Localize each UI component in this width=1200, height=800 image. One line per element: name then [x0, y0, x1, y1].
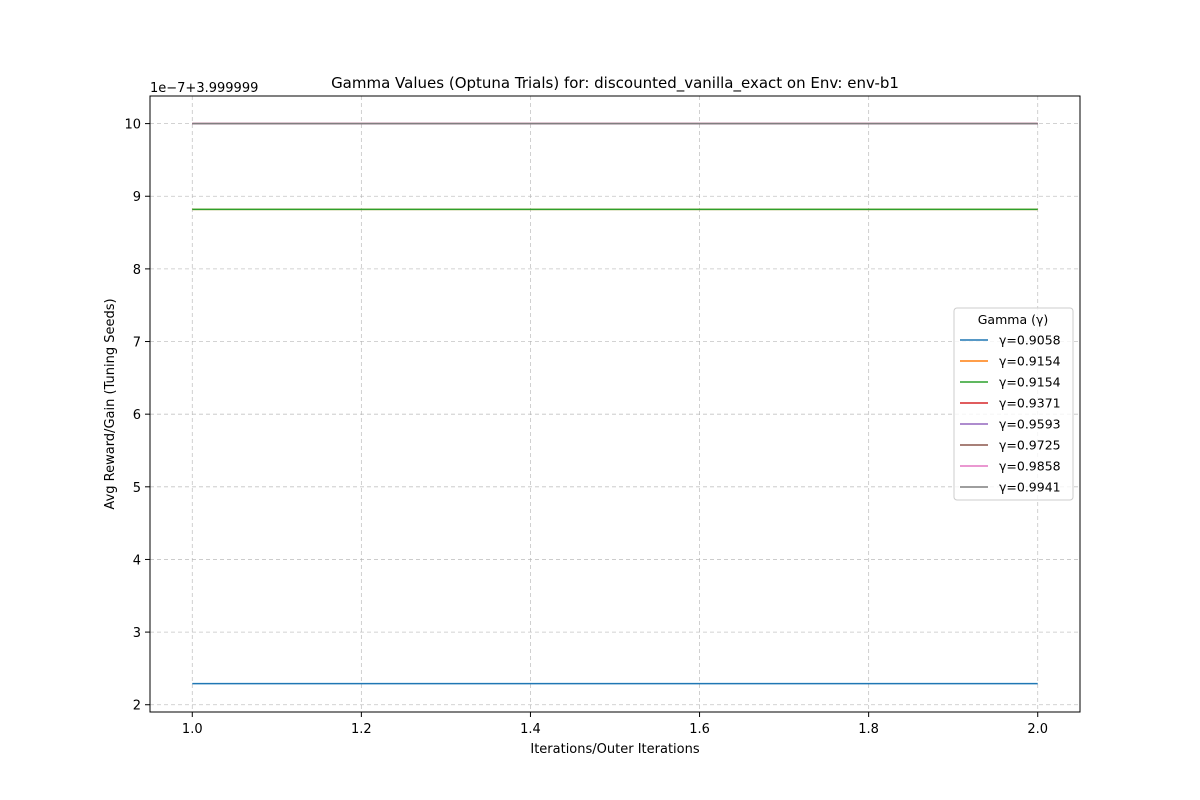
legend-entry-label: γ=0.9858 — [999, 459, 1061, 474]
y-tick-label: 10 — [124, 118, 141, 133]
legend-entry-label: γ=0.9593 — [999, 417, 1061, 432]
legend: Gamma (γ) γ=0.9058 γ=0.9154 γ=0.9154 γ=0.93… — [953, 307, 1074, 501]
legend-title: Gamma (γ) — [978, 312, 1048, 327]
legend-entry-label: γ=0.9725 — [999, 438, 1061, 453]
y-axis-label: Avg Reward/Gain (Tuning Seeds) — [103, 298, 118, 509]
x-tick-label: 1.4 — [520, 722, 541, 737]
legend-entry-label: γ=0.9154 — [999, 354, 1061, 369]
x-axis-label: Iterations/Outer Iterations — [530, 742, 699, 757]
legend-box — [953, 307, 1074, 501]
chart-title: Gamma Values (Optuna Trials) for: discou… — [331, 74, 899, 93]
series-lines — [192, 122, 1038, 685]
x-tick-label: 1.8 — [858, 722, 879, 737]
y-tick-label: 5 — [133, 481, 141, 496]
plot-area-frame — [149, 95, 1081, 713]
grid-lines — [150, 96, 1080, 712]
y-tick-label: 3 — [133, 626, 141, 641]
legend-entry-label: γ=0.9058 — [999, 333, 1061, 348]
y-tick-label: 6 — [133, 408, 141, 423]
x-tick-label: 1.6 — [689, 722, 710, 737]
legend-items: γ=0.9058 γ=0.9154 γ=0.9154 γ=0.9371 γ=0.9593… — [960, 333, 1061, 495]
x-tick-label: 2.0 — [1027, 722, 1048, 737]
y-tick-label: 8 — [133, 263, 141, 278]
legend-entry-label: γ=0.9371 — [999, 396, 1061, 411]
legend-entry-label: γ=0.9941 — [999, 480, 1061, 495]
y-tick-label: 2 — [133, 699, 141, 714]
y-axis-offset-label: 1e−7+3.999999 — [150, 81, 258, 96]
x-tick-label: 1.0 — [182, 722, 203, 737]
x-tick-label: 1.2 — [351, 722, 372, 737]
y-tick-label: 7 — [133, 336, 141, 351]
legend-entry-label: γ=0.9154 — [999, 375, 1061, 390]
y-axis-ticks: 2 3 4 5 6 7 8 9 10 — [124, 118, 150, 714]
x-axis-ticks: 1.0 1.2 1.4 1.6 1.8 2.0 — [182, 712, 1048, 737]
y-tick-label: 9 — [133, 190, 141, 205]
y-tick-label: 4 — [133, 553, 141, 568]
